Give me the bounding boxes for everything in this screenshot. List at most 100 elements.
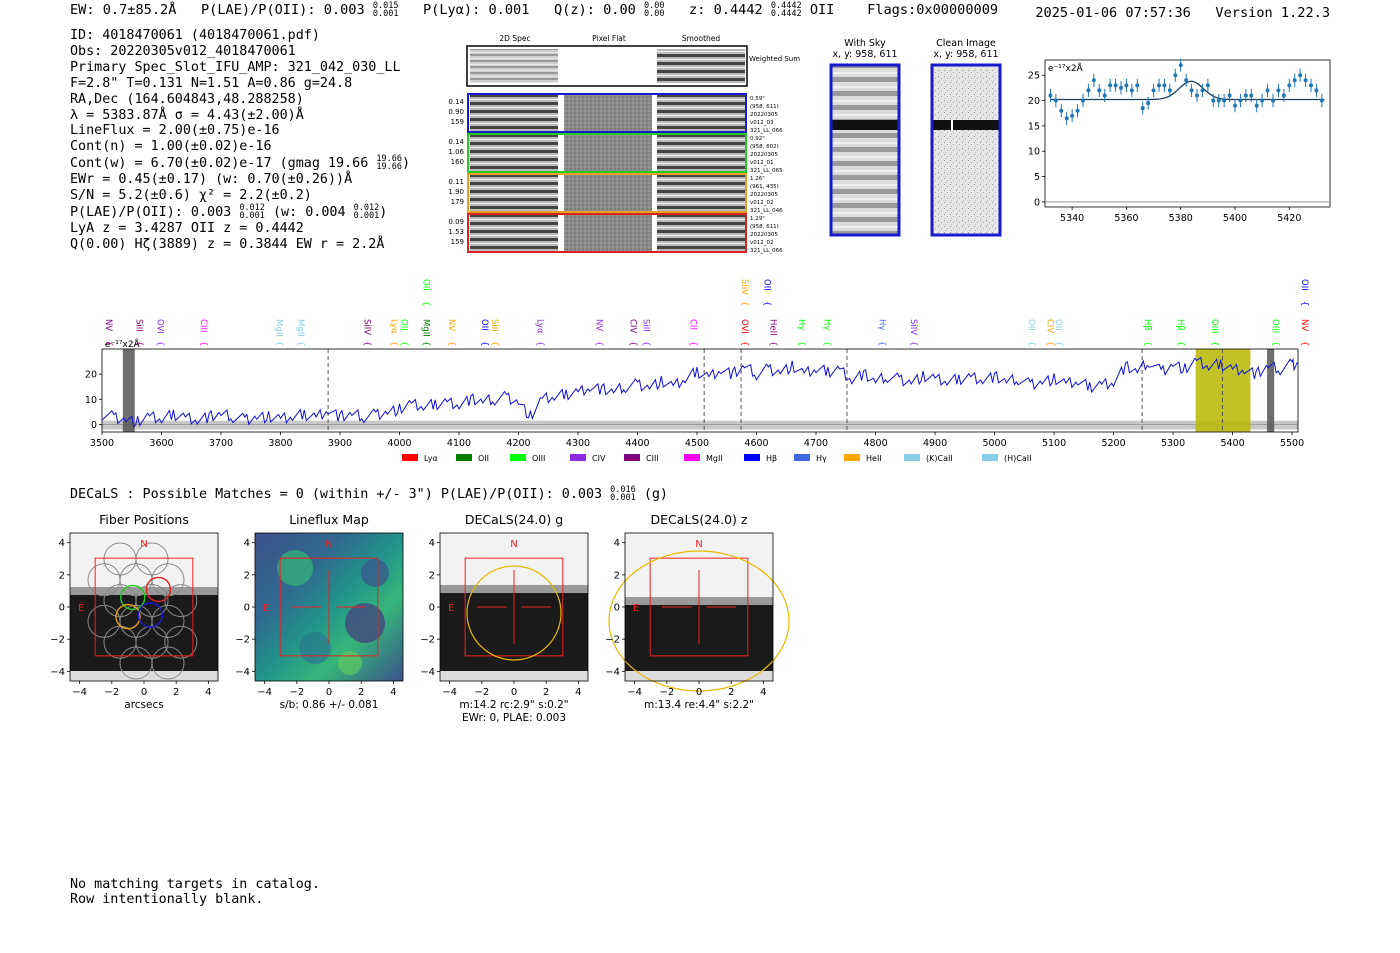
fiber-circle — [151, 604, 185, 638]
full-line-brace: { — [822, 341, 832, 346]
full-xtick-label: 4800 — [863, 438, 887, 449]
cutout-pixelflat — [564, 175, 652, 211]
lineflux-blob — [299, 632, 331, 664]
panel-xtick-label: 4 — [205, 687, 211, 698]
full-line-brace: { — [535, 341, 545, 346]
ew-unit: Å — [168, 2, 177, 18]
full-xtick-label: 3700 — [209, 438, 233, 449]
full-line-brace: { — [398, 341, 408, 346]
footer-line2: Row intentionally blank. — [70, 892, 264, 907]
full-xtick-label: 3600 — [149, 438, 173, 449]
full-line-brace: { — [420, 341, 430, 346]
weighted-sum-smoothed — [657, 49, 745, 83]
decals-lo: 0.001 — [610, 493, 636, 503]
full-line-brace: { — [628, 341, 638, 346]
panel-bottom-band — [625, 671, 773, 681]
cutout-2dspec — [470, 135, 558, 171]
zoom-point — [1140, 106, 1145, 111]
panel-xtick-label: −2 — [104, 687, 119, 698]
cutout-row-stat: 0.09 — [448, 218, 464, 226]
info-plae: P(LAE)/P(OII): 0.003 0.012 0.001 (w: 0.00… — [70, 202, 388, 221]
panel-xtick-label: −2 — [289, 687, 304, 698]
full-line-label: OII — [479, 319, 489, 331]
zoom-point — [1249, 93, 1254, 98]
east-label: E — [263, 603, 269, 614]
full-xtick-label: 3900 — [328, 438, 352, 449]
panel-xtick-label: 0 — [326, 687, 332, 698]
cutout-panel: 2D Spec Pixel Flat Smoothed Weighted Sum… — [448, 34, 800, 254]
full-line-label: SiIV — [908, 319, 918, 335]
panel-ytick-label: −2 — [50, 635, 65, 646]
legend-label: (K)CaII — [926, 454, 953, 463]
cutout-row-stat: 0.14 — [448, 98, 464, 106]
zoom-point — [1081, 98, 1085, 103]
zoom-point — [1091, 78, 1096, 83]
cutout-row-meta: 321_LL_046 — [750, 208, 783, 214]
legend-swatch — [570, 454, 586, 461]
col-title-smoothed: Smoothed — [682, 34, 721, 43]
info-radec: RA,Dec (164.604843,48.288258) — [70, 91, 304, 107]
full-xtick-label: 5400 — [1220, 438, 1244, 449]
plae-hi: 0.015 — [372, 1, 399, 11]
aperture-box — [649, 557, 749, 657]
full-line-label: OII — [1026, 319, 1036, 331]
legend-swatch — [456, 454, 472, 461]
panel-ytick-label: −2 — [605, 635, 620, 646]
full-line-brace: { — [688, 341, 698, 346]
plya-value: P(Lyα): 0.001 — [423, 2, 530, 18]
full-line-label: SiII — [134, 319, 144, 332]
z-line: OII — [809, 2, 835, 18]
legend-label: HeII — [866, 454, 882, 463]
panel-ytick-label: −4 — [605, 667, 620, 678]
cutout-row-meta: 321_LL_066 — [750, 248, 783, 254]
full-xtick-label: 4700 — [804, 438, 828, 449]
full-line-label: OII — [761, 279, 771, 291]
header-meta: 2025-01-06 07:57:36 Version 1.22.3 — [1035, 5, 1330, 21]
info-lya: LyA z = 3.4287 OII z = 0.4442 — [70, 220, 304, 236]
cutout-row-meta: 321_LL_065 — [750, 168, 783, 174]
full-line-brace: { — [420, 301, 430, 306]
full-ytick-label: 20 — [85, 370, 97, 381]
zoom-xtick-label: 5420 — [1277, 213, 1301, 224]
full-line-label: MgII — [295, 319, 305, 337]
panel-ytick-label: 0 — [244, 603, 250, 614]
full-plot-bg — [102, 349, 1298, 432]
full-line-label: NV — [103, 319, 113, 331]
z-bounds: 0.4442 0.4442 — [771, 2, 802, 19]
north-label: N — [510, 539, 517, 550]
full-line-brace: { — [908, 341, 918, 346]
full-line-label: Hβ — [1142, 319, 1152, 331]
zoom-point — [1227, 93, 1232, 98]
zoom-point — [1238, 98, 1243, 103]
plae-w-hi: 0.012 — [353, 202, 380, 213]
full-line-brace: { — [739, 301, 749, 306]
cutout-row-stat: 1.90 — [448, 188, 464, 196]
zoom-spectrum-chart: e⁻¹⁷x2Å 5340 5360 5380 5400 5420 0 5 10 15 20 25 — [1028, 58, 1331, 224]
info-q: Q(0.00) Hζ(3889) z = 0.3844 EW r = 2.2Å — [70, 236, 385, 252]
legend-swatch — [510, 454, 526, 461]
zoom-point — [1314, 88, 1319, 93]
cutout-smoothed — [657, 175, 745, 211]
fiber-highlight — [120, 584, 146, 611]
cutout-row-meta: (961, 435) — [750, 184, 779, 190]
full-line-label: OVI — [155, 319, 165, 334]
zoom-point — [1167, 88, 1172, 93]
zoom-point — [1151, 88, 1156, 93]
full-line-label: MgII — [420, 319, 430, 337]
panel-xtick-label: −4 — [72, 687, 87, 698]
contw-lo: 19.66 — [376, 162, 402, 173]
panel-xtick-label: 0 — [511, 687, 517, 698]
panel-xtick-label: −2 — [659, 687, 674, 698]
panel-bottom-band — [440, 671, 588, 681]
panel-ytick-label: −4 — [420, 667, 435, 678]
zoom-point — [1064, 116, 1069, 121]
aperture-box — [279, 557, 379, 657]
zoom-point — [1265, 88, 1270, 93]
plae-w-lo: 0.001 — [353, 210, 380, 221]
cutout-pixelflat — [564, 95, 652, 131]
zoom-point — [1086, 88, 1091, 93]
plae-w-bounds: 0.012 0.001 — [353, 202, 380, 221]
zoom-point — [1211, 98, 1216, 103]
full-line-label: SiIV — [362, 319, 372, 335]
full-line-brace: { — [796, 341, 806, 346]
